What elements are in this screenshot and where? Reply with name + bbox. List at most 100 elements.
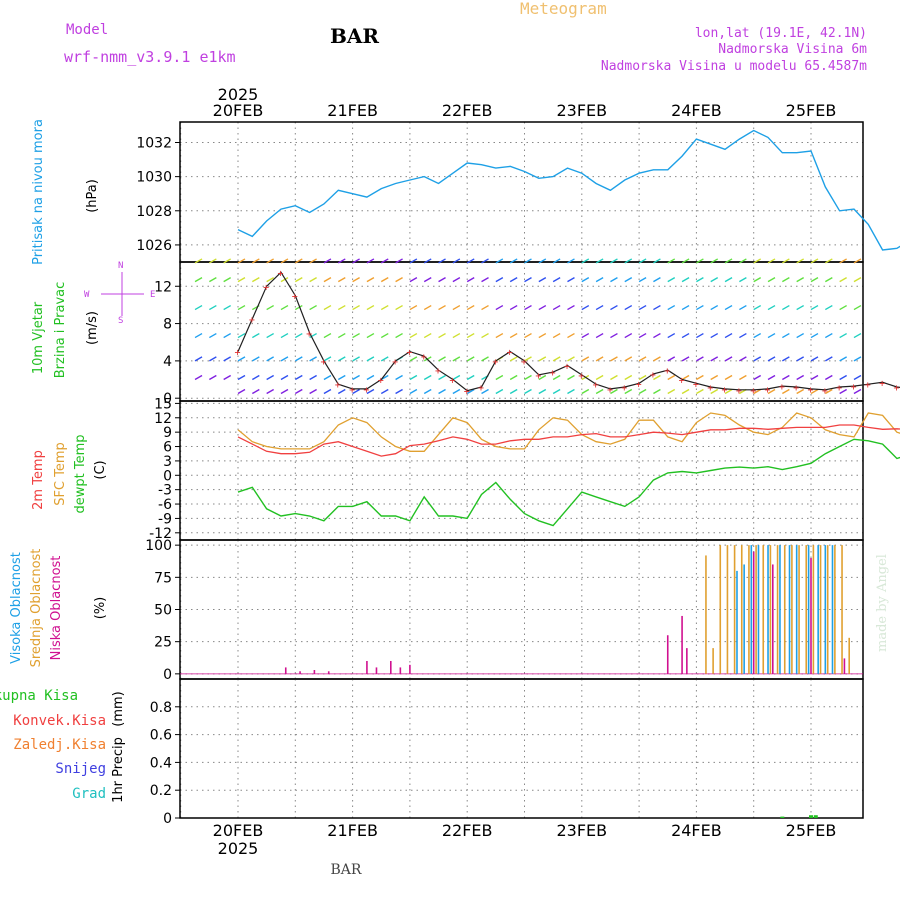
wind-barb xyxy=(667,276,676,283)
wind-barb xyxy=(810,258,819,264)
wind-barb xyxy=(309,258,317,264)
y-tick-label: 0.2 xyxy=(150,783,172,799)
wind-barb xyxy=(366,332,375,339)
wind-barb xyxy=(294,388,303,395)
temp2m-ylabel: 2m Temp xyxy=(31,450,46,510)
top-date-label: 24FEB xyxy=(671,101,722,120)
wind-barb xyxy=(481,332,489,339)
wind-barb xyxy=(610,374,618,381)
bottom-date-labels: 20FEB 21FEB 22FEB 23FEB 24FEB 25FEB xyxy=(213,821,837,840)
wind-barb xyxy=(853,374,862,381)
wind-barb xyxy=(839,388,847,395)
panel-frame xyxy=(179,400,864,541)
wind-gust-mark: + xyxy=(320,357,326,368)
wind-barb xyxy=(223,332,232,339)
wind-barb xyxy=(653,258,661,264)
y-tick-label: 25 xyxy=(154,635,172,651)
bottom-date-label: 23FEB xyxy=(556,821,607,840)
wind-barb xyxy=(681,374,690,381)
wind-gust-mark: + xyxy=(750,386,756,397)
low-cloud-ylabel: Niska Oblacnost xyxy=(49,556,64,661)
wind-barb xyxy=(667,374,676,381)
wind-gust-mark: + xyxy=(535,371,541,382)
coords-text: lon,lat (19.1E, 42.1N) xyxy=(695,26,867,41)
wind-barb xyxy=(452,388,461,395)
wind-barb xyxy=(509,276,518,283)
wind-gust-mark: + xyxy=(879,378,885,389)
wind-barb xyxy=(438,304,446,311)
dewpoint-line xyxy=(237,438,900,527)
wind-barb xyxy=(194,356,203,362)
wind-barb xyxy=(237,258,246,264)
compass-s: S xyxy=(118,316,123,326)
wind-barb xyxy=(610,356,618,362)
wind-barb xyxy=(251,332,260,339)
wind-barb xyxy=(409,332,418,339)
compass-e: E xyxy=(150,290,155,300)
wind-barb xyxy=(309,276,317,283)
bottom-date-label: 21FEB xyxy=(327,821,378,840)
y-tick-label: 1032 xyxy=(136,135,172,151)
wind-gust-mark: + xyxy=(564,362,570,373)
wind-barb xyxy=(710,356,719,362)
wind-gust-mark: + xyxy=(793,383,799,394)
wind-barb xyxy=(567,332,575,339)
wind-barb xyxy=(223,356,232,362)
wind-barb xyxy=(323,258,332,264)
bottom-date-label: 24FEB xyxy=(671,821,722,840)
wind-barb xyxy=(280,304,289,311)
wind-barb xyxy=(624,332,633,339)
wind-barb xyxy=(466,374,475,381)
wind-barb xyxy=(567,388,575,395)
wind-gust-mark: + xyxy=(636,379,642,390)
wind-barb xyxy=(466,388,475,395)
wind-barb xyxy=(495,388,504,395)
wind-barb xyxy=(294,332,303,339)
y-tick-label: 50 xyxy=(154,603,172,619)
wind-barb xyxy=(251,388,260,395)
wind-barb xyxy=(481,356,489,362)
wind-gust-mark: + xyxy=(363,385,369,396)
wind-barb xyxy=(638,374,647,381)
meteogram-title: Meteogram xyxy=(520,0,607,18)
wind-barb xyxy=(581,388,590,395)
wind-barb xyxy=(409,304,418,311)
wind-barb xyxy=(380,258,389,264)
wind-barb xyxy=(853,356,862,362)
wind-barb xyxy=(266,374,274,381)
temp2m-line xyxy=(237,424,900,457)
wind-barb xyxy=(552,304,561,311)
wind-gust-mark: + xyxy=(779,382,785,393)
model-name: wrf-nmm_v3.9.1 e1km xyxy=(64,48,236,66)
wind-barb xyxy=(280,374,289,381)
bottom-date-label: 20FEB xyxy=(213,821,264,840)
wind-gust-mark: + xyxy=(679,376,685,387)
wind-barb xyxy=(337,258,346,264)
wind-gust-mark: + xyxy=(865,380,871,391)
wind-barb xyxy=(495,276,504,283)
wind-barb xyxy=(352,304,360,311)
wind-barb xyxy=(567,356,575,362)
y-tick-label: 3 xyxy=(163,454,172,470)
wind-barb xyxy=(681,332,690,339)
wind-barb xyxy=(696,304,704,311)
wind-barb xyxy=(782,276,790,283)
wind-barb xyxy=(610,276,618,283)
wind-barb xyxy=(595,374,604,381)
wind-barb xyxy=(753,374,762,381)
wind-barb xyxy=(352,332,360,339)
wind-barb xyxy=(366,374,375,381)
top-date-label: 25FEB xyxy=(786,101,837,120)
wind-gust-mark: + xyxy=(478,383,484,394)
wind-gust-mark: + xyxy=(550,368,556,379)
wind-barb xyxy=(323,332,332,339)
wind-barb xyxy=(696,258,704,264)
wind-barb xyxy=(681,258,690,264)
wind-barb xyxy=(796,276,805,283)
wind-barb xyxy=(337,332,346,339)
wind-barb xyxy=(724,276,733,283)
wind-gust-mark: + xyxy=(722,385,728,396)
wind-barb xyxy=(337,304,346,311)
y-tick-label: 6 xyxy=(163,440,172,456)
